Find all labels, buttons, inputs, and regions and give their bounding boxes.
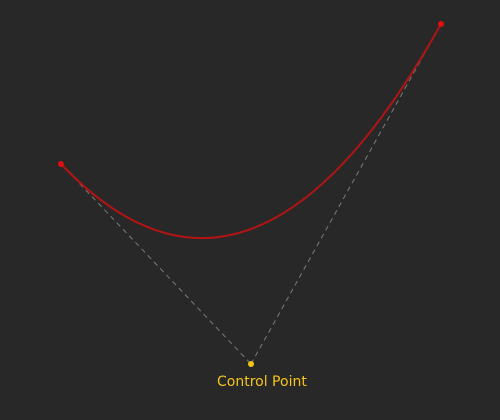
bezier-curve — [60, 23, 442, 240]
end-point-handle[interactable] — [438, 21, 444, 27]
start-point-handle[interactable] — [58, 161, 64, 167]
control-point-handle[interactable] — [248, 361, 254, 367]
control-point-label: Control Point — [217, 374, 307, 390]
guide-line-start — [60, 163, 252, 365]
guide-line-end — [250, 23, 442, 365]
